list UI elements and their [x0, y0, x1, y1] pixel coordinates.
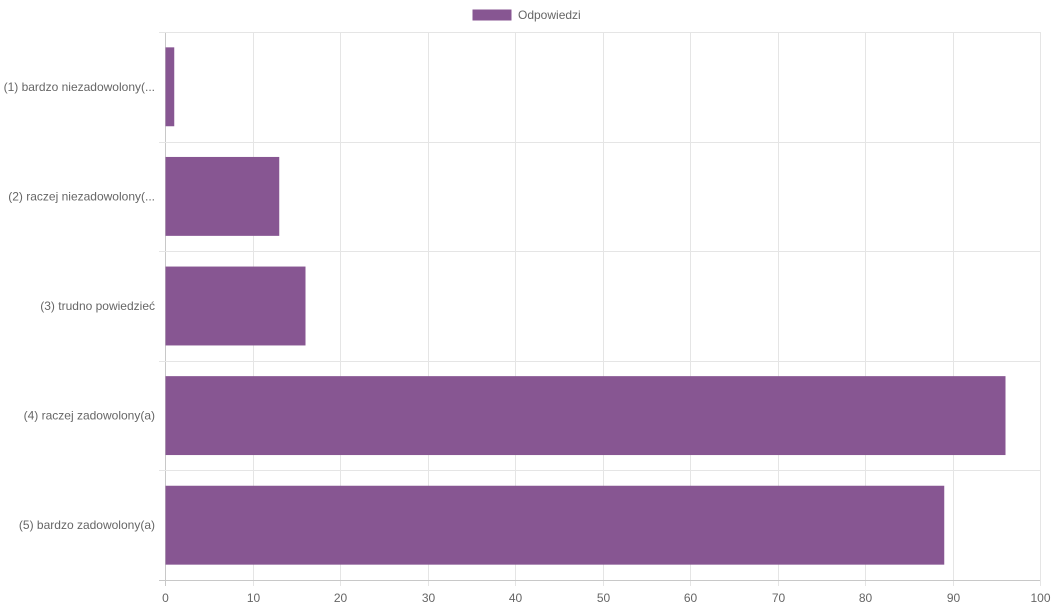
- bar: [166, 376, 1006, 455]
- x-tick-label: 20: [334, 591, 348, 605]
- x-tick-label: 30: [422, 591, 436, 605]
- bar: [166, 267, 306, 346]
- bar: [166, 486, 945, 565]
- x-tick-label: 80: [859, 591, 873, 605]
- category-labels: (1) bardzo niezadowolony(... (2) raczej n…: [4, 80, 155, 532]
- x-tick-label: 50: [597, 591, 611, 605]
- legend-swatch: [472, 9, 512, 21]
- bar: [166, 47, 175, 126]
- category-label: (4) raczej zadowolony(a): [24, 409, 155, 423]
- x-tick-label: 0: [162, 591, 169, 605]
- x-tick-label: 70: [772, 591, 786, 605]
- x-tick-label: 90: [947, 591, 961, 605]
- x-tick-label: 10: [247, 591, 261, 605]
- x-tick-label: 100: [1030, 591, 1050, 605]
- category-label: (2) raczej niezadowolony(...: [8, 189, 155, 203]
- x-tick-label: 40: [509, 591, 523, 605]
- legend-label: Odpowiedzi: [518, 8, 581, 22]
- category-label: (1) bardzo niezadowolony(...: [4, 80, 155, 94]
- x-axis-tick-labels: 0 10 20 30 40 50 60 70 80 90 100: [162, 591, 1051, 605]
- bar: [166, 157, 280, 236]
- category-label: (3) trudno powiedzieć: [40, 299, 155, 313]
- bars: [166, 47, 1006, 564]
- x-tick-label: 60: [684, 591, 698, 605]
- category-label: (5) bardzo zadowolony(a): [19, 518, 155, 532]
- legend[interactable]: Odpowiedzi: [472, 8, 581, 22]
